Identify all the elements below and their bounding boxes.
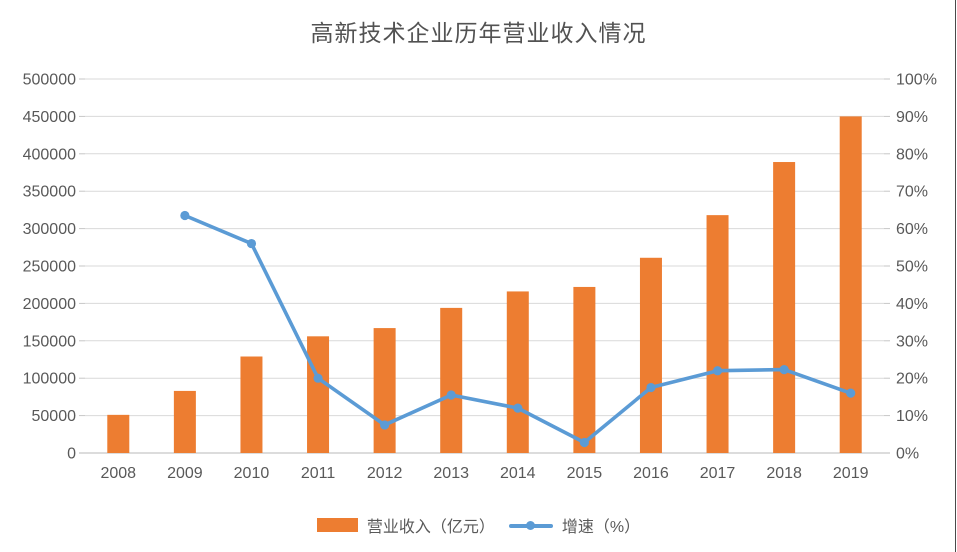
revenue-bar-2012 [373, 328, 396, 453]
legend-item-revenue: 营业收入（亿元） [316, 513, 495, 537]
left-axis-label: 200000 [23, 296, 76, 313]
window-edge-line [955, 0, 956, 552]
left-axis-label: 250000 [23, 259, 76, 276]
legend-revenue-label: 营业收入（亿元） [366, 519, 495, 536]
x-axis-label: 2009 [167, 465, 203, 482]
legend-growth-label: 增速（%） [561, 519, 641, 536]
legend-item-growth: 增速（%） [508, 513, 641, 537]
legend-line-marker-icon [525, 520, 535, 530]
x-axis-label: 2012 [367, 465, 403, 482]
x-axis-label: 2018 [766, 465, 802, 482]
right-axis-label: 70% [896, 184, 928, 201]
x-axis-label: 2017 [700, 465, 736, 482]
right-axis-label: 0% [896, 446, 919, 463]
revenue-bar-2016 [639, 257, 662, 453]
left-axis-label: 450000 [23, 109, 76, 126]
x-axis-label: 2008 [100, 465, 136, 482]
x-axis-label: 2014 [500, 465, 536, 482]
revenue-bar-2019 [839, 116, 862, 454]
growth-marker-2017 [712, 366, 723, 376]
chart-title: 高新技术企业历年营业收入情况 [310, 21, 647, 47]
right-axis-label: 40% [896, 296, 928, 313]
left-axis-label: 100000 [23, 371, 76, 388]
left-axis-label: 150000 [23, 333, 76, 350]
left-axis-label: 400000 [23, 146, 76, 163]
growth-marker-2011 [313, 373, 323, 383]
left-axis-label: 0 [67, 446, 76, 463]
right-axis-label: 50% [896, 259, 928, 276]
legend: 营业收入（亿元） 增速（%） [0, 513, 957, 537]
x-axis-label: 2011 [301, 465, 336, 482]
left-axis-label: 50000 [32, 408, 77, 425]
growth-marker-2019 [846, 388, 856, 398]
growth-marker-2010 [246, 238, 257, 249]
x-axis-label: 2013 [433, 465, 469, 482]
revenue-bar-2015 [573, 286, 596, 453]
right-axis-label: 60% [896, 221, 928, 238]
right-axis-label: 90% [896, 109, 928, 126]
legend-revenue-swatch-icon [316, 518, 358, 532]
growth-marker-2015 [579, 437, 589, 448]
revenue-bar-2009 [173, 390, 196, 453]
legend-growth-swatch-icon [508, 520, 553, 530]
growth-marker-2016 [646, 382, 656, 393]
right-axis-label: 30% [896, 333, 928, 350]
growth-marker-2018 [779, 364, 789, 375]
left-axis-label: 350000 [23, 184, 76, 201]
left-axis-label: 300000 [23, 221, 76, 238]
right-axis-label: 10% [896, 408, 928, 425]
revenue-bar-2017 [706, 215, 729, 453]
right-axis-label: 20% [896, 371, 928, 388]
x-axis-label: 2016 [633, 465, 669, 482]
x-axis-label: 2015 [567, 465, 603, 482]
growth-marker-2012 [380, 420, 390, 430]
right-axis-label: 80% [896, 146, 928, 163]
revenue-bar-2018 [773, 162, 796, 453]
revenue-bar-2010 [240, 356, 263, 453]
growth-marker-2014 [513, 403, 523, 413]
x-axis-label: 2019 [833, 465, 869, 482]
revenue-bar-2013 [440, 307, 463, 453]
growth-marker-2009 [180, 210, 190, 221]
left-axis-label: 500000 [23, 72, 76, 89]
revenue-bar-2011 [307, 336, 330, 453]
revenue-bar-2008 [107, 414, 130, 453]
right-axis-label: 100% [896, 72, 937, 89]
growth-marker-2013 [446, 390, 456, 400]
x-axis-label: 2010 [234, 465, 270, 482]
revenue-bar-2014 [506, 291, 529, 453]
